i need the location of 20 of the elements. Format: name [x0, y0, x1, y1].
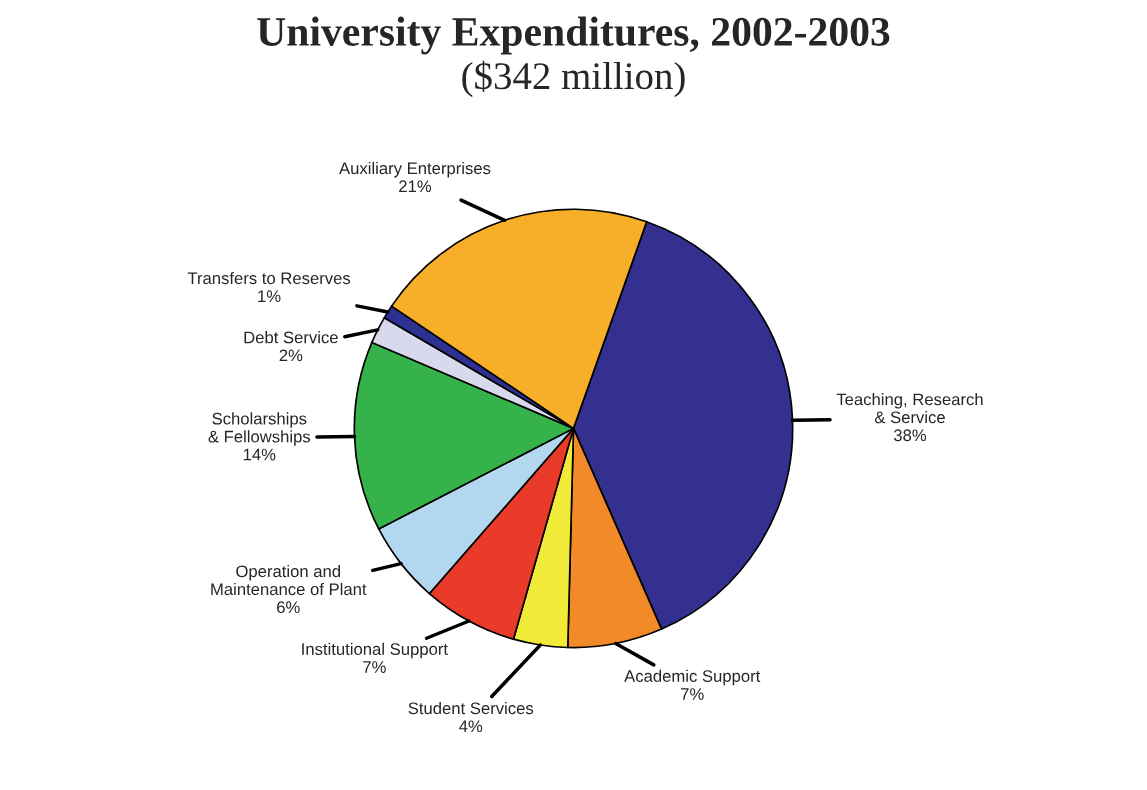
data-label: 38% [893, 429, 927, 442]
slice-label: Institutional Support [302, 642, 448, 659]
data-label: 4% [459, 720, 483, 733]
data-label: 14% [243, 448, 276, 461]
slice-label: Student Services [408, 701, 534, 715]
slice-label: Operation and Maintenance of Plant [211, 564, 367, 596]
data-label: 2% [279, 349, 303, 362]
data-label: 21% [399, 180, 432, 193]
chart-title: University Expenditures, 2002-2003 [257, 16, 890, 55]
slice-label: Transfers to Reserves [187, 271, 351, 285]
slice-label: Debt Service [244, 331, 338, 344]
data-label: 7% [363, 661, 386, 673]
data-label: 7% [681, 688, 704, 700]
data-label: 6% [277, 601, 300, 614]
chart-subtitle: ($342 million) [462, 60, 685, 98]
slice-label: Academic Support [624, 669, 761, 686]
slice-label: Auxiliary Enterprises [339, 161, 491, 178]
slice-label: Teaching, Research & Service [836, 393, 983, 424]
data-label: 1% [258, 290, 281, 303]
slice-label: Scholarships & Fellowships [208, 412, 311, 446]
